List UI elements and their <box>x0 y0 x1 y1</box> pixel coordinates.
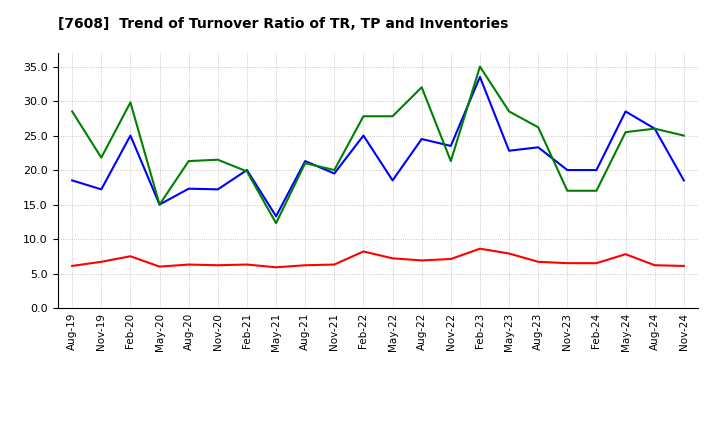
Inventories <box>621 129 630 135</box>
Line: Trade Payables: Trade Payables <box>72 77 684 216</box>
Trade Payables <box>156 202 164 207</box>
Trade Receivables <box>330 262 338 267</box>
Trade Receivables <box>505 251 513 256</box>
Trade Payables <box>418 136 426 142</box>
Inventories <box>505 109 513 114</box>
Trade Receivables <box>621 252 630 257</box>
Inventories <box>476 64 485 69</box>
Trade Receivables <box>243 262 251 267</box>
Trade Receivables <box>388 256 397 261</box>
Inventories <box>156 202 164 207</box>
Trade Payables <box>184 186 193 191</box>
Trade Payables <box>213 187 222 192</box>
Trade Payables <box>271 214 280 219</box>
Trade Receivables <box>476 246 485 251</box>
Text: [7608]  Trend of Turnover Ratio of TR, TP and Inventories: [7608] Trend of Turnover Ratio of TR, TP… <box>58 17 508 31</box>
Inventories <box>68 109 76 114</box>
Trade Receivables <box>446 257 455 262</box>
Trade Payables <box>301 158 310 164</box>
Trade Receivables <box>97 259 106 264</box>
Inventories <box>418 84 426 90</box>
Trade Receivables <box>126 253 135 259</box>
Trade Payables <box>330 171 338 176</box>
Trade Payables <box>68 178 76 183</box>
Trade Payables <box>592 167 600 172</box>
Inventories <box>446 158 455 164</box>
Trade Receivables <box>271 265 280 270</box>
Trade Payables <box>505 148 513 154</box>
Inventories <box>330 167 338 172</box>
Trade Payables <box>388 178 397 183</box>
Inventories <box>126 100 135 105</box>
Trade Payables <box>650 126 659 131</box>
Inventories <box>388 114 397 119</box>
Trade Payables <box>126 133 135 138</box>
Line: Inventories: Inventories <box>72 66 684 223</box>
Inventories <box>213 157 222 162</box>
Trade Receivables <box>592 260 600 266</box>
Trade Receivables <box>418 258 426 263</box>
Trade Payables <box>97 187 106 192</box>
Trade Payables <box>534 145 543 150</box>
Trade Receivables <box>68 263 76 268</box>
Trade Receivables <box>213 263 222 268</box>
Trade Receivables <box>680 263 688 268</box>
Inventories <box>271 220 280 226</box>
Trade Receivables <box>563 260 572 266</box>
Trade Payables <box>243 167 251 172</box>
Inventories <box>534 125 543 130</box>
Inventories <box>563 188 572 194</box>
Trade Payables <box>621 109 630 114</box>
Inventories <box>680 133 688 138</box>
Trade Receivables <box>156 264 164 269</box>
Trade Payables <box>359 133 368 138</box>
Inventories <box>243 169 251 174</box>
Trade Payables <box>680 178 688 183</box>
Line: Trade Receivables: Trade Receivables <box>72 249 684 268</box>
Trade Receivables <box>534 259 543 264</box>
Trade Receivables <box>184 262 193 267</box>
Inventories <box>650 126 659 131</box>
Trade Payables <box>446 143 455 149</box>
Inventories <box>97 155 106 160</box>
Trade Receivables <box>650 263 659 268</box>
Trade Payables <box>476 74 485 80</box>
Trade Receivables <box>301 263 310 268</box>
Trade Receivables <box>359 249 368 254</box>
Inventories <box>301 161 310 166</box>
Inventories <box>184 158 193 164</box>
Inventories <box>592 188 600 194</box>
Inventories <box>359 114 368 119</box>
Trade Payables <box>563 167 572 172</box>
